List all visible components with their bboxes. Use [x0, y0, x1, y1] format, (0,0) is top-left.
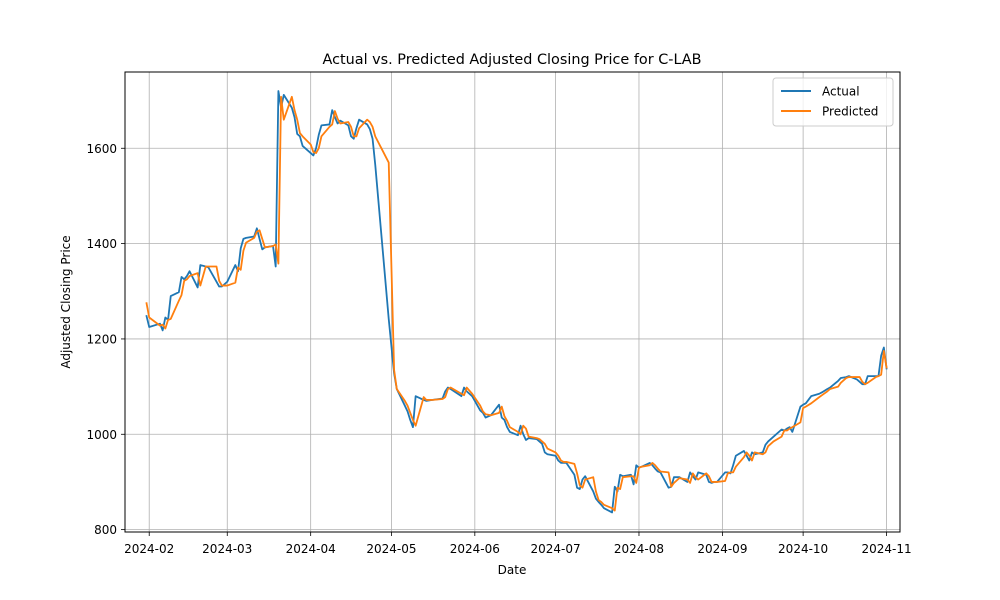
- series-lines: [145, 90, 888, 514]
- x-tick-label: 2024-02: [124, 542, 174, 556]
- series-line-predicted: [145, 95, 888, 512]
- x-tick-label: 2024-05: [366, 542, 416, 556]
- x-axis: 2024-02 2024-03 2024-04 2024-05 2024-06 2024-…: [124, 532, 912, 556]
- y-axis: 800 1000 1200 1400 1600: [86, 142, 125, 537]
- y-tick-label: 800: [94, 523, 117, 537]
- series-line-actual: [145, 90, 888, 514]
- y-tick-label: 1400: [86, 237, 117, 251]
- x-tick-label: 2024-11: [861, 542, 911, 556]
- x-tick-label: 2024-04: [286, 542, 336, 556]
- y-axis-label: Adjusted Closing Price: [59, 235, 73, 368]
- x-tick-label: 2024-08: [614, 542, 664, 556]
- x-tick-label: 2024-06: [450, 542, 500, 556]
- legend-label-predicted: Predicted: [822, 105, 878, 119]
- grid: [125, 72, 900, 532]
- y-tick-label: 1200: [86, 332, 117, 346]
- x-tick-label: 2024-09: [697, 542, 747, 556]
- x-tick-label: 2024-03: [202, 542, 252, 556]
- legend-label-actual: Actual: [822, 85, 860, 99]
- chart-title: Actual vs. Predicted Adjusted Closing Pr…: [322, 52, 701, 68]
- y-tick-label: 1600: [86, 142, 117, 156]
- x-tick-label: 2024-10: [778, 542, 828, 556]
- legend: Actual Predicted: [772, 77, 894, 127]
- x-axis-label: Date: [498, 563, 527, 577]
- y-tick-label: 1000: [86, 428, 117, 442]
- plot-area-frame: [124, 71, 901, 533]
- x-tick-label: 2024-07: [530, 542, 580, 556]
